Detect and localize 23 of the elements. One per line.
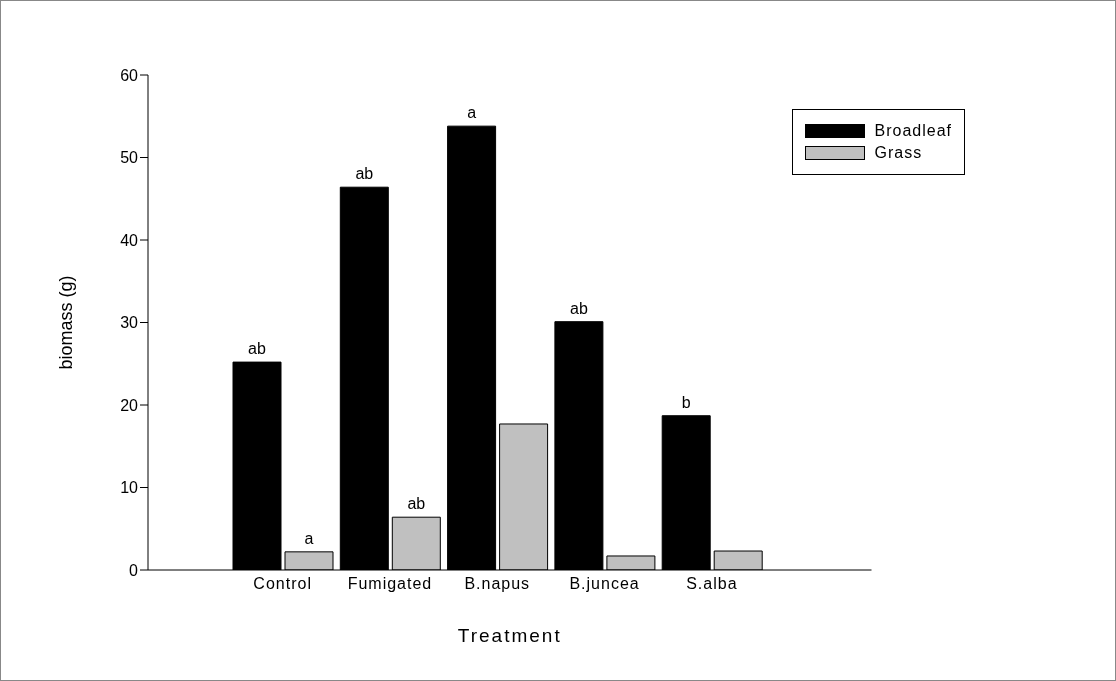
y-tick-label: 10 bbox=[120, 479, 139, 497]
x-axis-title: Treatment bbox=[457, 625, 562, 646]
y-tick-label: 50 bbox=[120, 149, 139, 167]
annotation: b bbox=[681, 393, 691, 411]
y-tick-label: 40 bbox=[120, 231, 139, 249]
annotation: ab bbox=[407, 495, 426, 513]
x-tick-label: Control bbox=[253, 575, 312, 593]
annotation: ab bbox=[248, 340, 266, 358]
annotation: a bbox=[467, 104, 477, 122]
legend-label: Broadleaf bbox=[873, 121, 952, 141]
x-tick-label: B.napus bbox=[464, 575, 531, 593]
y-axis-title: biomass (g) bbox=[56, 275, 77, 370]
y-tick-label: 0 bbox=[129, 561, 139, 579]
y-tick-label: 20 bbox=[120, 396, 139, 414]
annotation: ab bbox=[570, 299, 588, 317]
x-tick-label: B.juncea bbox=[569, 575, 640, 593]
x-tick-label: S.alba bbox=[686, 575, 738, 593]
annotation: ab bbox=[355, 165, 374, 183]
annotation: a bbox=[304, 529, 314, 547]
y-tick-label: 30 bbox=[120, 314, 139, 332]
y-tick-label: 60 bbox=[120, 66, 139, 84]
legend-label: Grass bbox=[873, 143, 924, 163]
x-tick-label: Fumigated bbox=[347, 575, 433, 593]
